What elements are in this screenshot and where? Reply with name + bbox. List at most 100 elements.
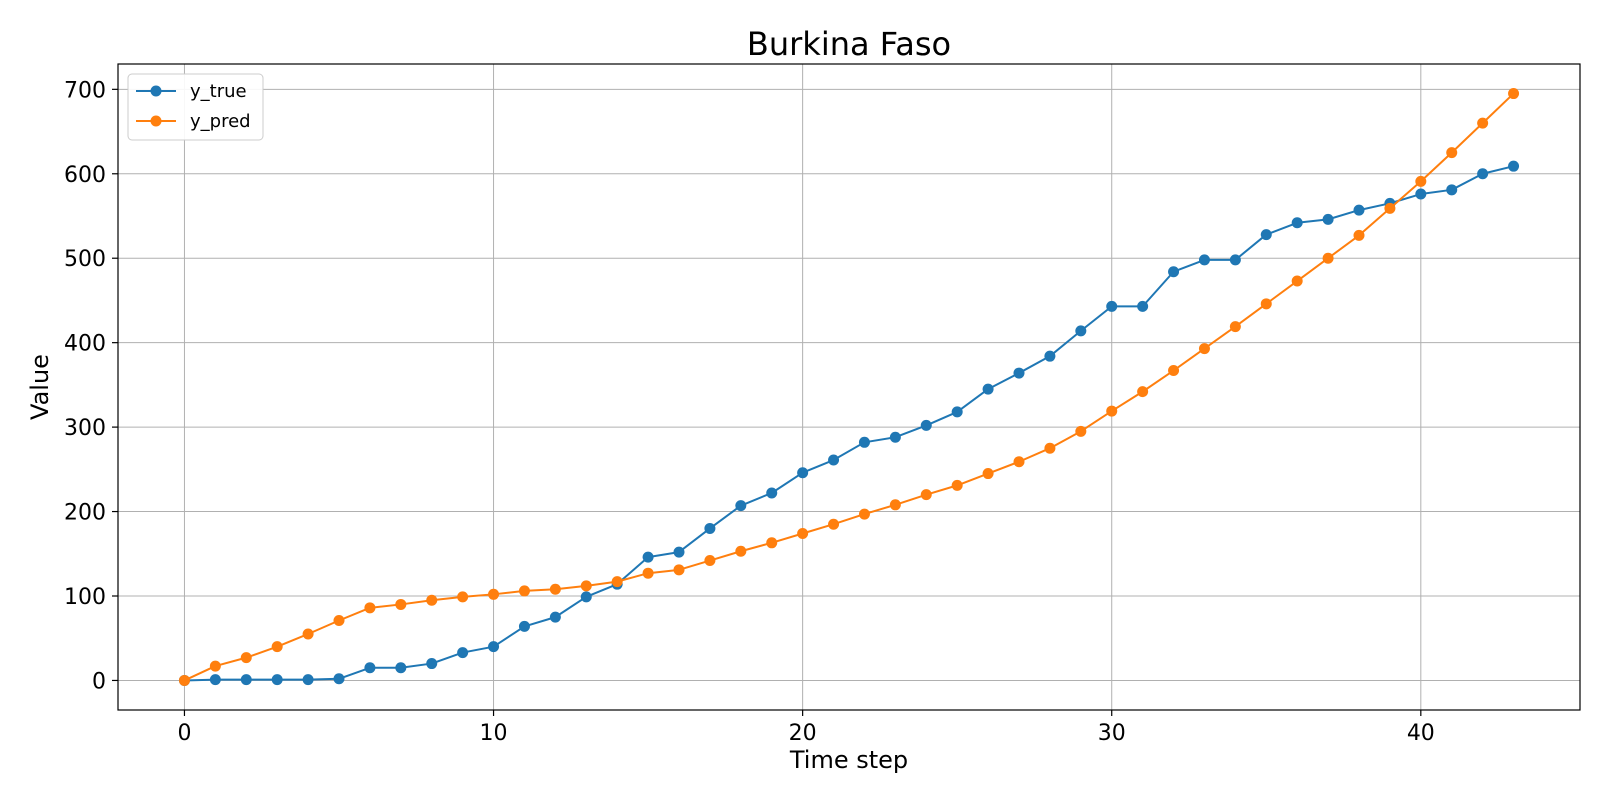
data-point-y-pred (333, 614, 345, 626)
data-point-y-true (333, 673, 345, 685)
data-point-y-pred (457, 591, 469, 603)
data-point-y-pred (889, 499, 901, 511)
data-point-y-true (735, 500, 747, 512)
data-point-y-pred (1229, 321, 1241, 333)
data-point-y-pred (642, 567, 654, 579)
data-point-y-pred (178, 674, 190, 686)
data-point-y-pred (1106, 405, 1118, 417)
data-point-y-pred (580, 580, 592, 592)
data-point-y-true (1446, 184, 1458, 196)
data-point-y-pred (1168, 365, 1180, 377)
y-tick-label: 600 (64, 163, 106, 188)
data-point-y-pred (271, 641, 283, 653)
series-line-y-true (184, 165, 1514, 682)
data-point-y-true (488, 641, 500, 653)
data-point-y-pred (920, 489, 932, 501)
y-tick-label: 200 (64, 501, 106, 526)
y-tick-label: 100 (64, 585, 106, 610)
data-point-y-true (240, 674, 252, 686)
data-point-y-pred (1198, 343, 1210, 355)
data-point-y-true (920, 419, 932, 431)
data-point-y-true (828, 454, 840, 466)
data-point-y-true (1137, 300, 1149, 312)
data-point-y-true (457, 647, 469, 659)
y-tick-label: 300 (64, 416, 106, 441)
data-point-y-pred (302, 628, 314, 640)
grid (118, 64, 1580, 710)
data-point-y-true (518, 620, 530, 632)
data-point-y-true (395, 662, 407, 674)
y-axis-label: Value (26, 354, 54, 420)
data-point-y-true (889, 431, 901, 443)
legend-label-y-pred: y_pred (190, 111, 251, 132)
data-point-y-true (982, 383, 994, 395)
data-point-y-pred (735, 545, 747, 557)
data-point-y-true (642, 551, 654, 563)
data-point-y-true (704, 522, 716, 534)
y-tick-label: 400 (64, 332, 106, 357)
data-point-y-true (1168, 266, 1180, 278)
data-point-y-pred (828, 518, 840, 530)
data-point-y-pred (673, 564, 685, 576)
data-point-y-true (1291, 217, 1303, 229)
data-point-y-pred (1013, 456, 1025, 468)
legend-marker-y-pred (150, 115, 162, 127)
series-line-y-pred (184, 92, 1515, 682)
data-point-y-true (1415, 188, 1427, 200)
data-point-y-pred (1384, 202, 1396, 214)
data-point-y-true (858, 436, 870, 448)
data-point-y-pred (766, 537, 778, 549)
data-point-y-pred (1477, 117, 1489, 129)
data-point-y-true (1353, 204, 1365, 216)
data-point-y-true (1013, 367, 1025, 379)
y-tick-label: 700 (64, 78, 106, 103)
data-point-y-true (580, 591, 592, 603)
legend-marker-y-true (150, 85, 162, 97)
legend: y_true y_pred (127, 73, 264, 141)
data-point-y-true (302, 674, 314, 686)
data-point-y-pred (209, 660, 221, 672)
x-tick-label: 20 (789, 721, 817, 746)
data-point-y-true (1106, 300, 1118, 312)
data-point-y-pred (1446, 147, 1458, 159)
legend-label-y-true: y_true (190, 81, 247, 102)
data-point-y-pred (858, 508, 870, 520)
series-y-pred (178, 88, 1520, 686)
data-point-y-pred (549, 583, 561, 595)
data-point-y-true (1322, 213, 1334, 225)
y-tick-label: 0 (92, 669, 106, 694)
data-point-y-pred (1044, 442, 1056, 454)
data-point-y-true (1198, 254, 1210, 266)
data-point-y-true (673, 546, 685, 558)
series-layer (178, 88, 1520, 686)
data-point-y-pred (611, 576, 623, 588)
data-point-y-pred (364, 602, 376, 614)
data-point-y-pred (1075, 425, 1087, 437)
data-point-y-pred (1260, 298, 1272, 310)
x-tick-label: 40 (1407, 721, 1435, 746)
x-axis-label: Time step (789, 746, 908, 774)
data-point-y-true (1075, 325, 1087, 337)
data-point-y-pred (982, 468, 994, 480)
data-point-y-pred (951, 479, 963, 491)
data-point-y-pred (426, 594, 438, 606)
data-point-y-pred (704, 555, 716, 567)
x-tick-label: 30 (1098, 721, 1126, 746)
data-point-y-pred (518, 585, 530, 597)
data-point-y-true (1477, 168, 1489, 180)
data-point-y-pred (1415, 175, 1427, 187)
data-point-y-pred (1322, 252, 1334, 264)
chart-title: Burkina Faso (747, 25, 951, 63)
data-point-y-pred (1137, 386, 1149, 398)
plot-frame (117, 63, 1581, 711)
data-point-y-pred (240, 652, 252, 664)
data-point-y-true (951, 406, 963, 418)
data-point-y-pred (1508, 88, 1520, 100)
data-point-y-true (766, 487, 778, 499)
data-point-y-pred (1291, 275, 1303, 287)
y-tick-label: 500 (64, 247, 106, 272)
data-point-y-pred (797, 528, 809, 540)
